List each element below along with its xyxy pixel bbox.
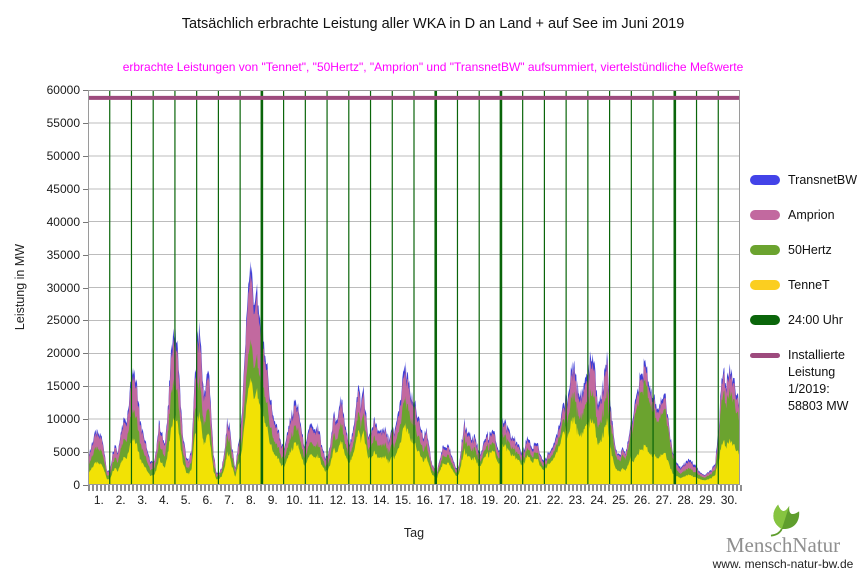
x-tick-label: 11.	[308, 493, 325, 507]
legend-label: 50Hertz	[788, 243, 832, 257]
legend-swatch	[750, 315, 780, 325]
x-tick-label: 18.	[459, 493, 477, 507]
x-tick-label: 9.	[267, 493, 278, 507]
x-tick-label: 26.	[633, 493, 651, 507]
stacked-area-chart	[88, 90, 740, 485]
mensch-natur-logo: MenschNatur www. mensch-natur-bw.de	[700, 500, 866, 575]
y-tick-label: 20000	[46, 346, 80, 361]
x-tick-label: 14.	[373, 493, 390, 507]
x-tick-label: 8.	[245, 493, 256, 507]
legend-swatch	[750, 280, 780, 290]
y-tick-label: 60000	[46, 83, 80, 97]
y-tick-mark	[83, 254, 88, 256]
chart-subtitle: erbrachte Leistungen von "Tennet", "50He…	[122, 60, 744, 74]
x-tick-label: 6.	[202, 493, 213, 507]
x-tick-label: 15.	[394, 493, 412, 507]
y-tick-label: 55000	[46, 115, 80, 130]
legend-swatch	[750, 245, 780, 255]
legend-label: TransnetBW	[788, 173, 858, 187]
y-tick-label: 0	[73, 478, 80, 492]
x-tick-label: 20.	[503, 493, 521, 507]
x-tick-label: 2.	[115, 493, 126, 507]
y-tick-mark	[83, 353, 88, 355]
y-tick-mark	[83, 452, 88, 454]
x-tick-label: 4.	[159, 493, 170, 507]
y-tick-label: 45000	[46, 181, 80, 196]
y-tick-mark	[83, 287, 88, 289]
ginkgo-leaf-icon	[770, 504, 800, 537]
x-tick-label: 24.	[590, 493, 608, 507]
legend-swatch	[750, 175, 780, 185]
x-tick-label: 3.	[137, 493, 148, 507]
logo-website-url: www. mensch-natur-bw.de	[712, 557, 854, 571]
legend-label: Amprion	[788, 208, 835, 222]
x-tick-label: 1.	[93, 493, 104, 507]
y-tick-label: 10000	[46, 412, 80, 427]
x-tick-label: 25.	[612, 493, 629, 507]
y-tick-label: 30000	[46, 280, 80, 295]
y-tick-label: 50000	[46, 148, 80, 163]
x-tick-label: 12.	[329, 493, 347, 507]
y-tick-label: 15000	[46, 379, 80, 394]
chart-title: Tatsächlich erbrachte Leistung aller WKA…	[181, 16, 685, 32]
y-tick-label: 5000	[53, 445, 80, 460]
y-tick-mark	[83, 485, 88, 486]
logo-brand-text: MenschNatur	[725, 533, 841, 557]
area-series-tennet	[88, 377, 740, 485]
plot-frame	[88, 90, 740, 485]
legend-label: 24:00 Uhr	[788, 313, 843, 327]
legend-swatch	[750, 210, 780, 220]
x-tick-label: 5.	[180, 493, 191, 507]
y-tick-label: 25000	[46, 313, 80, 328]
x-tick-label: 27.	[655, 493, 673, 507]
x-tick-label: 7.	[224, 493, 235, 507]
x-tick-label: 17.	[438, 493, 455, 507]
x-tick-label: 30.	[720, 493, 738, 507]
x-tick-label: 10.	[286, 493, 303, 507]
x-axis-label: Tag	[403, 526, 425, 540]
x-tick-label: 13.	[351, 493, 368, 507]
y-tick-mark	[83, 320, 88, 322]
x-tick-label: 22.	[546, 493, 564, 507]
legend-label: TenneT	[788, 278, 830, 292]
x-tick-label: 23.	[568, 493, 586, 507]
y-tick-label: 40000	[46, 214, 80, 229]
y-tick-mark	[83, 155, 88, 157]
x-tick-label: 16.	[416, 493, 434, 507]
y-tick-mark	[83, 90, 88, 91]
x-tick-label: 28.	[677, 493, 694, 507]
quarter-hour-tick-band	[88, 485, 744, 491]
y-tick-mark	[83, 122, 88, 124]
y-tick-mark	[83, 188, 88, 190]
y-tick-label: 35000	[46, 247, 80, 262]
y-tick-mark	[83, 386, 88, 388]
legend-swatch	[750, 353, 780, 358]
x-tick-label: 21.	[525, 493, 542, 507]
y-tick-mark	[83, 221, 88, 223]
x-tick-label: 19.	[481, 493, 499, 507]
y-tick-mark	[83, 419, 88, 421]
legend-label: Installierte Leistung 1/2019: 58803 MW	[788, 348, 849, 413]
x-tick-label: 29.	[699, 493, 716, 507]
